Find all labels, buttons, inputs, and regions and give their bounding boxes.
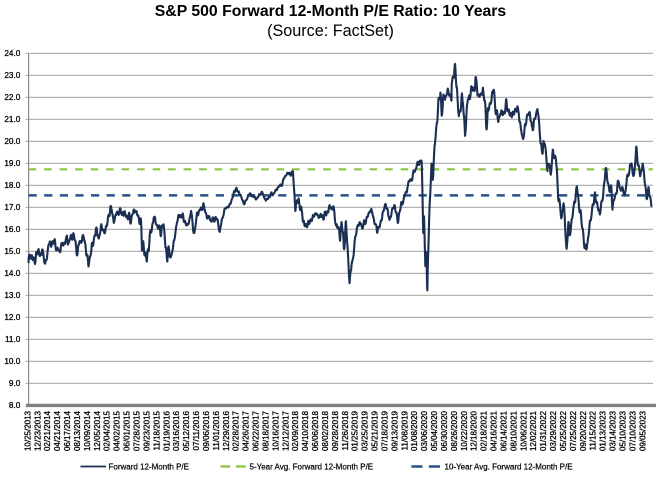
svg-text:5-Year Avg. Forward 12-Month P: 5-Year Avg. Forward 12-Month P/E (250, 462, 374, 471)
svg-text:05/12/2016: 05/12/2016 (182, 410, 191, 451)
svg-text:12/18/2020: 12/18/2020 (470, 410, 479, 451)
svg-text:10/06/2021: 10/06/2021 (519, 410, 528, 451)
svg-text:18.0: 18.0 (4, 181, 20, 190)
svg-text:06/17/2014: 06/17/2014 (63, 410, 72, 451)
svg-text:03/25/2019: 03/25/2019 (361, 410, 370, 451)
svg-text:11/18/2015: 11/18/2015 (152, 410, 161, 450)
svg-text:11.0: 11.0 (5, 335, 21, 344)
svg-text:12/23/2013: 12/23/2013 (33, 410, 42, 451)
svg-text:06/01/2015: 06/01/2015 (123, 410, 132, 451)
svg-text:06/06/2018: 06/06/2018 (311, 410, 320, 451)
svg-text:24.0: 24.0 (4, 49, 20, 58)
svg-text:11/01/2016: 11/01/2016 (212, 410, 221, 450)
svg-text:12/05/2014: 12/05/2014 (93, 410, 102, 451)
svg-text:16.0: 16.0 (4, 225, 20, 234)
svg-text:01/19/2016: 01/19/2016 (162, 410, 171, 451)
svg-text:03/06/2020: 03/06/2020 (420, 410, 429, 451)
svg-text:(Source: FactSet): (Source: FactSet) (267, 22, 394, 40)
svg-text:22.0: 22.0 (4, 93, 20, 102)
svg-text:06/22/2017: 06/22/2017 (252, 410, 261, 451)
svg-text:13.0: 13.0 (4, 291, 20, 300)
svg-text:01/25/2019: 01/25/2019 (351, 410, 360, 451)
svg-text:05/25/2022: 05/25/2022 (559, 410, 568, 451)
svg-text:10/25/2013: 10/25/2013 (23, 410, 32, 451)
svg-text:10.0: 10.0 (4, 357, 20, 366)
svg-text:03/29/2022: 03/29/2022 (549, 410, 558, 451)
svg-text:09/20/2022: 09/20/2022 (579, 410, 588, 451)
svg-text:07/18/2019: 07/18/2019 (380, 410, 389, 451)
svg-text:01/08/2020: 01/08/2020 (410, 410, 419, 451)
svg-text:02/21/2014: 02/21/2014 (43, 410, 52, 451)
svg-text:23.0: 23.0 (4, 71, 20, 80)
svg-text:07/11/2016: 07/11/2016 (192, 410, 201, 450)
svg-text:09/23/2015: 09/23/2015 (142, 410, 151, 451)
svg-text:04/16/2021: 04/16/2021 (490, 410, 499, 451)
svg-text:07/28/2015: 07/28/2015 (133, 410, 142, 451)
svg-text:01/13/2023: 01/13/2023 (599, 410, 608, 451)
svg-text:03/16/2016: 03/16/2016 (172, 410, 181, 451)
svg-text:08/02/2018: 08/02/2018 (321, 410, 330, 451)
svg-text:01/31/2022: 01/31/2022 (539, 410, 548, 451)
svg-text:9.0: 9.0 (9, 379, 21, 388)
svg-text:08/18/2017: 08/18/2017 (261, 410, 270, 451)
svg-text:Forward 12-Month P/E: Forward 12-Month P/E (109, 462, 189, 471)
svg-text:19.0: 19.0 (4, 159, 20, 168)
svg-text:20.0: 20.0 (4, 137, 20, 146)
svg-text:11/08/2019: 11/08/2019 (400, 410, 409, 450)
svg-text:05/21/2019: 05/21/2019 (371, 410, 380, 451)
svg-text:03/14/2023: 03/14/2023 (609, 410, 618, 451)
svg-text:08/26/2020: 08/26/2020 (450, 410, 459, 451)
svg-text:09/13/2019: 09/13/2019 (390, 410, 399, 451)
svg-text:12.0: 12.0 (4, 313, 20, 322)
svg-text:06/14/2021: 06/14/2021 (500, 410, 509, 451)
svg-text:05/04/2020: 05/04/2020 (430, 410, 439, 451)
svg-text:02/09/2018: 02/09/2018 (291, 410, 300, 451)
svg-text:09/05/2023: 09/05/2023 (638, 410, 647, 451)
svg-text:07/25/2022: 07/25/2022 (569, 410, 578, 451)
svg-text:8.0: 8.0 (9, 401, 21, 410)
svg-text:S&P 500 Forward 12-Month P/E R: S&P 500 Forward 12-Month P/E Ratio: 10 Y… (155, 3, 507, 20)
svg-text:10/22/2020: 10/22/2020 (460, 410, 469, 451)
svg-text:09/06/2016: 09/06/2016 (202, 410, 211, 451)
svg-text:09/28/2018: 09/28/2018 (331, 410, 340, 451)
svg-text:04/10/2018: 04/10/2018 (301, 410, 310, 451)
svg-text:04/21/2014: 04/21/2014 (53, 410, 62, 451)
svg-text:17.0: 17.0 (4, 203, 20, 212)
svg-text:11/15/2022: 11/15/2022 (589, 410, 598, 450)
svg-text:10/09/2014: 10/09/2014 (83, 410, 92, 451)
svg-text:12/02/2021: 12/02/2021 (529, 410, 538, 451)
svg-text:02/28/2017: 02/28/2017 (232, 410, 241, 451)
svg-text:06/30/2020: 06/30/2020 (440, 410, 449, 451)
svg-text:12/29/2016: 12/29/2016 (222, 410, 231, 451)
svg-text:07/10/2023: 07/10/2023 (628, 410, 637, 451)
svg-text:11/26/2018: 11/26/2018 (341, 410, 350, 450)
svg-text:04/26/2017: 04/26/2017 (242, 410, 251, 451)
svg-text:02/18/2021: 02/18/2021 (480, 410, 489, 451)
svg-text:04/02/2015: 04/02/2015 (113, 410, 122, 451)
svg-text:15.0: 15.0 (4, 247, 20, 256)
svg-text:12/12/2017: 12/12/2017 (281, 410, 290, 451)
svg-text:08/13/2014: 08/13/2014 (73, 410, 82, 451)
svg-text:10/16/2017: 10/16/2017 (271, 410, 280, 451)
svg-text:21.0: 21.0 (4, 115, 20, 124)
svg-text:10-Year Avg. Forward 12-Month: 10-Year Avg. Forward 12-Month P/E (445, 462, 573, 471)
svg-text:14.0: 14.0 (4, 269, 20, 278)
svg-text:02/04/2015: 02/04/2015 (103, 410, 112, 451)
svg-text:05/10/2023: 05/10/2023 (619, 410, 628, 451)
svg-text:08/10/2021: 08/10/2021 (509, 410, 518, 451)
